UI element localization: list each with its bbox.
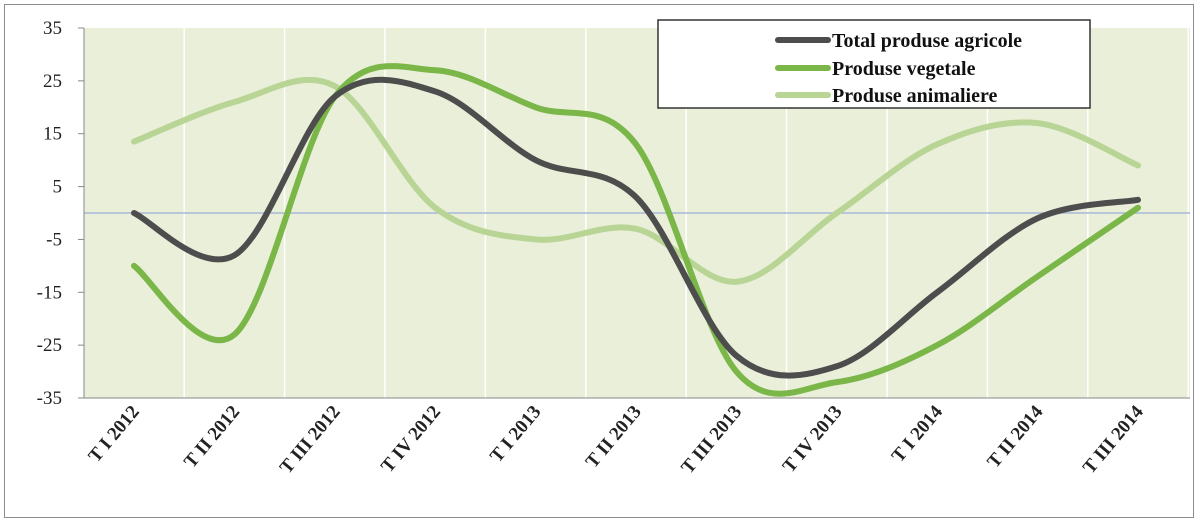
legend-label-animaliere: Produse animaliere	[832, 85, 997, 107]
y-tick-label: -25	[37, 335, 62, 356]
y-axis-ticks: 35 25 15 5 -5 -15 -25 -35	[37, 18, 84, 409]
x-tick-label: T I 2012	[85, 402, 144, 467]
y-tick-label: 25	[43, 71, 62, 92]
legend-label-vegetale: Produse vegetale	[832, 58, 976, 80]
y-tick-label: -5	[46, 229, 62, 250]
y-tick-label: -15	[37, 282, 62, 303]
x-tick-label: T III 2013	[677, 402, 746, 478]
legend: Total produse agricole Produse vegetale …	[657, 19, 1091, 109]
y-tick-label: 5	[53, 177, 63, 198]
series-line-1	[131, 63, 1141, 397]
legend-label-total: Total produse agricole	[832, 30, 1022, 52]
x-tick-label: T II 2012	[180, 402, 244, 473]
x-tick-label: T I 2013	[486, 402, 545, 467]
x-tick-label: T III 2012	[276, 402, 345, 478]
series-lines	[131, 63, 1141, 397]
x-tick-label: T II 2014	[983, 401, 1047, 472]
x-tick-label: T III 2014	[1079, 401, 1148, 478]
legend-box	[657, 19, 1091, 109]
x-axis-ticks: T I 2012 T II 2012 T III 2012 T IV 2012 T I …	[85, 401, 1149, 478]
series-line-2	[131, 76, 1141, 285]
x-tick-label: T II 2013	[582, 402, 646, 473]
x-tick-label: T IV 2013	[779, 402, 847, 477]
y-tick-label: 35	[43, 18, 62, 39]
x-tick-label: T I 2014	[888, 401, 948, 466]
y-tick-label: 15	[43, 124, 62, 145]
y-tick-label: -35	[37, 388, 62, 409]
series-line-0	[131, 76, 1141, 379]
x-tick-label: T IV 2012	[377, 402, 445, 477]
